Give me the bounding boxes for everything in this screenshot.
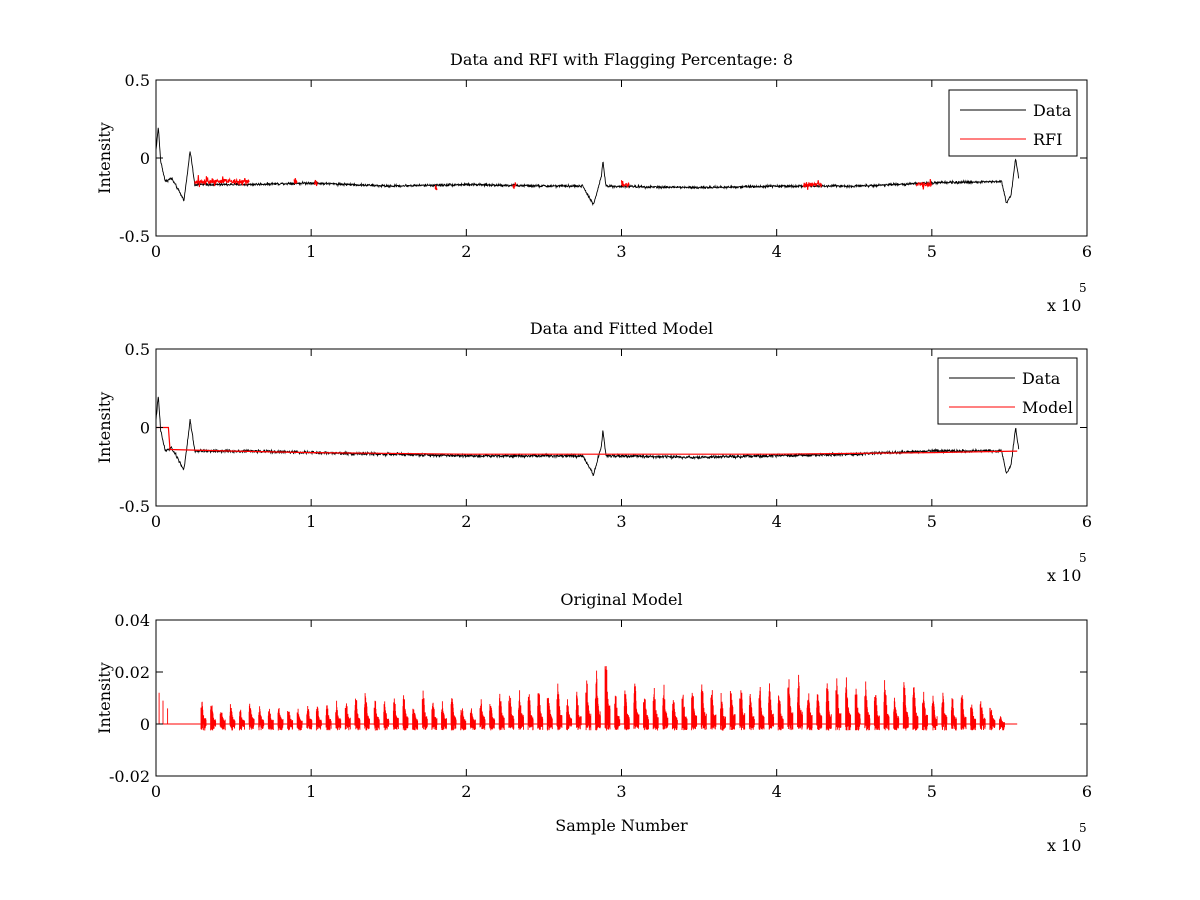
x-tick-label: 5	[927, 512, 937, 531]
y-axis-label: Intensity	[95, 392, 114, 464]
x-tick-label: 0	[151, 782, 161, 801]
x-tick-label: 6	[1082, 242, 1092, 261]
legend: Data RFI	[948, 89, 1078, 157]
x-multiplier-base: x 10	[1047, 296, 1081, 315]
x-tick-label: 4	[772, 512, 782, 531]
x-multiplier-base: x 10	[1047, 836, 1081, 855]
y-tick-label: 0.5	[125, 71, 150, 90]
x-tick-label: 2	[461, 242, 471, 261]
x-multiplier-exponent: 5	[1079, 551, 1087, 565]
x-tick-label: 0	[151, 512, 161, 531]
plot-area	[156, 666, 1018, 731]
x-tick-label: 3	[616, 512, 626, 531]
chart-title: Original Model	[560, 590, 682, 609]
x-multiplier-base: x 10	[1047, 566, 1081, 585]
x-tick-label: 5	[927, 242, 937, 261]
series-data-line	[156, 396, 1020, 477]
rfi-segment	[313, 179, 318, 187]
y-tick-label: -0.5	[119, 227, 150, 246]
x-tick-label: 4	[772, 242, 782, 261]
series-data-line	[156, 127, 1020, 206]
x-tick-label: 5	[927, 782, 937, 801]
x-tick-label: 4	[772, 782, 782, 801]
legend-label-data: Data	[1033, 101, 1072, 120]
y-tick-label: 0	[140, 419, 150, 438]
y-tick-label: 0	[140, 715, 150, 734]
x-tick-label: 2	[461, 782, 471, 801]
y-axis-label: Intensity	[95, 662, 114, 734]
chart-title: Data and RFI with Flagging Percentage: 8	[450, 50, 793, 69]
x-tick-label: 6	[1082, 782, 1092, 801]
x-tick-label: 6	[1082, 512, 1092, 531]
legend-box	[937, 357, 1078, 425]
y-tick-label: 0.02	[114, 663, 150, 682]
legend-label-data: Data	[1022, 369, 1061, 388]
legend: Data Model	[937, 357, 1078, 425]
plot-area	[156, 396, 1020, 477]
x-tick-label: 3	[616, 782, 626, 801]
rfi-segment	[802, 180, 823, 190]
x-tick-label: 2	[461, 512, 471, 531]
plot-area	[156, 127, 1020, 206]
rfi-segment	[194, 175, 250, 188]
y-tick-label: 0.5	[125, 340, 150, 359]
x-tick-label: 1	[306, 512, 316, 531]
y-tick-label: 0.04	[114, 611, 150, 630]
y-tick-label: -0.02	[109, 767, 150, 786]
x-multiplier-exponent: 5	[1079, 281, 1087, 295]
y-axis-label: Intensity	[95, 122, 114, 194]
rfi-segment	[620, 180, 630, 188]
x-tick-label: 1	[306, 242, 316, 261]
legend-label-rfi: RFI	[1033, 130, 1062, 149]
legend-box	[948, 89, 1078, 157]
rfi-segment	[434, 185, 438, 191]
x-tick-label: 3	[616, 242, 626, 261]
x-tick-label: 0	[151, 242, 161, 261]
rfi-segment	[915, 178, 933, 190]
axes-box	[155, 79, 1088, 237]
series-model-line	[156, 426, 1018, 455]
y-tick-label: -0.5	[119, 497, 150, 516]
legend-label-model: Model	[1022, 398, 1073, 417]
x-tick-label: 1	[306, 782, 316, 801]
chart-title: Data and Fitted Model	[530, 319, 713, 338]
axes-box	[155, 619, 1088, 777]
y-tick-label: 0	[140, 149, 150, 168]
x-axis-label: Sample Number	[555, 816, 688, 835]
x-multiplier-exponent: 5	[1079, 821, 1087, 835]
rfi-segment	[293, 178, 298, 185]
series-model-spikes	[156, 666, 1018, 731]
rfi-segment	[512, 182, 517, 189]
